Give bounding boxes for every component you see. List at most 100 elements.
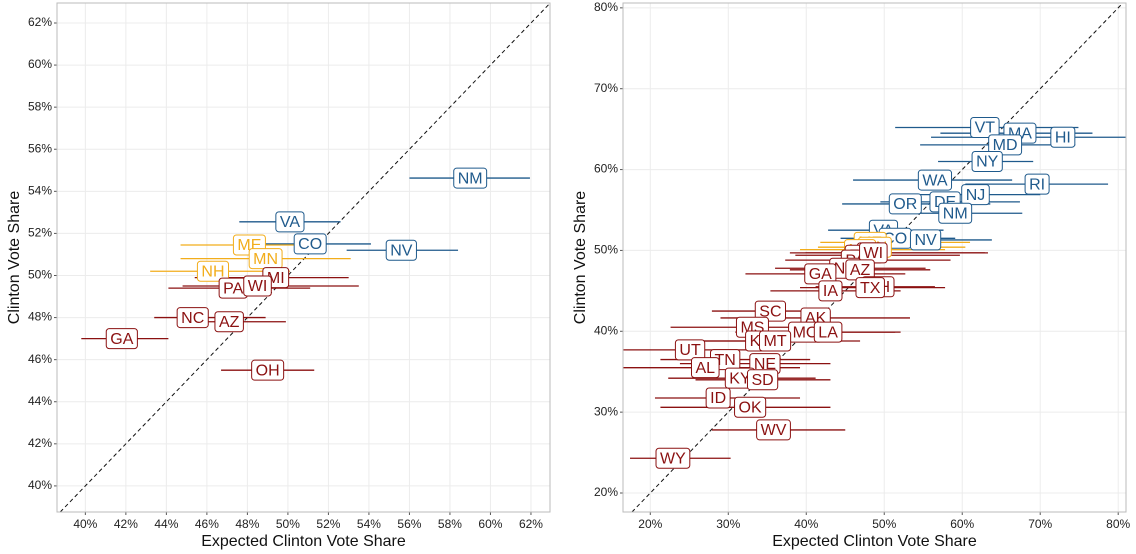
point-label: SD — [746, 369, 779, 391]
point-box — [275, 211, 305, 233]
plot-area: HIVTMAMDNYWARINJDEORNMVACONVMEMNNHMIFLPA… — [623, 3, 1126, 512]
point-label: GA — [804, 263, 837, 285]
state-label: SC — [759, 303, 781, 320]
point-label: VT — [970, 117, 1000, 139]
point-label: MT — [759, 330, 792, 352]
state-label: ID — [710, 390, 726, 407]
y-tick-label: 48% — [28, 310, 52, 324]
point-box — [970, 117, 1000, 139]
state-label: RI — [1029, 176, 1045, 193]
state-label: KY — [729, 370, 751, 387]
state-label: WA — [922, 172, 948, 189]
state-label: MT — [764, 333, 787, 350]
state-label: NV — [390, 242, 413, 259]
plot-background — [57, 3, 550, 512]
state-label: IA — [823, 283, 838, 300]
point-box — [938, 202, 973, 224]
point-box — [888, 193, 922, 215]
point-box — [453, 167, 488, 189]
plot-border — [56, 2, 551, 513]
point-label: WI — [243, 275, 272, 297]
point-label: ID — [705, 387, 731, 409]
point-box — [251, 359, 285, 381]
x-tick-label: 60% — [478, 517, 502, 531]
state-label: OR — [893, 196, 917, 213]
point-label: IA — [818, 280, 843, 302]
state-label: GA — [110, 331, 133, 348]
state-label: TN — [714, 352, 735, 369]
state-label: TX — [860, 280, 881, 297]
point-label: NC — [176, 307, 209, 329]
point-label: NH — [196, 260, 230, 282]
point-box — [655, 447, 691, 469]
x-tick-label: 48% — [235, 517, 259, 531]
plot-border — [622, 2, 1127, 513]
point-label: NV — [385, 239, 417, 261]
state-label: OK — [739, 400, 762, 417]
state-label: AL — [695, 360, 715, 377]
state-label: MD — [993, 137, 1018, 154]
point-box — [818, 280, 843, 302]
y-tick-label: 56% — [28, 141, 52, 155]
panel: 20% 30% 40% 50% 60% 70% 80% 20% 30% 40% 50% 60% 70% 8… — [572, 0, 1130, 550]
point-box — [243, 275, 272, 297]
y-tick-label: 44% — [28, 394, 52, 408]
point-label: HI — [1050, 126, 1076, 148]
point-box — [176, 307, 209, 329]
state-label: AZ — [219, 314, 240, 331]
y-axis-title: Clinton Vote Share — [572, 191, 589, 325]
state-label: WY — [660, 450, 686, 467]
y-tick-label: 40% — [594, 323, 618, 337]
point-box — [961, 184, 990, 206]
state-label: UT — [679, 342, 701, 359]
x-axis-title: Expected Clinton Vote Share — [201, 533, 406, 550]
point-box — [1050, 126, 1076, 148]
point-box — [293, 233, 327, 255]
x-tick-label: 20% — [638, 517, 662, 531]
state-label: NE — [754, 356, 776, 373]
y-tick-label: 80% — [594, 0, 618, 14]
point-box — [855, 277, 885, 299]
point-label: LA — [813, 321, 843, 343]
state-label: OH — [256, 362, 280, 379]
diagonal-line — [59, 3, 550, 512]
state-label: WI — [248, 278, 268, 295]
x-axis-title: Expected Clinton Vote Share — [772, 533, 977, 550]
state-label: VA — [280, 214, 300, 231]
x-tick-label: 54% — [357, 517, 381, 531]
state-label: NY — [976, 154, 999, 171]
y-tick-label: 62% — [28, 15, 52, 29]
point-box — [105, 328, 138, 350]
point-label: OH — [251, 359, 285, 381]
point-box — [971, 150, 1003, 172]
x-tick-label: 52% — [316, 517, 340, 531]
y-tick-label: 30% — [594, 404, 618, 418]
state-label: GA — [809, 266, 832, 283]
point-label: NY — [971, 150, 1003, 172]
point-label: NJ — [961, 184, 990, 206]
x-tick-label: 40% — [73, 517, 97, 531]
state-label: AZ — [850, 262, 871, 279]
state-label: NJ — [966, 187, 986, 204]
point-label: AZ — [214, 311, 244, 333]
x-tick-label: 44% — [154, 517, 178, 531]
x-tick-label: 50% — [276, 517, 300, 531]
state-label: NH — [201, 264, 224, 281]
point-label: TX — [855, 277, 885, 299]
x-tick-label: 56% — [397, 517, 421, 531]
point-box — [759, 330, 792, 352]
point-box — [813, 321, 843, 343]
x-tick-label: 60% — [950, 517, 974, 531]
state-label: SD — [751, 372, 773, 389]
state-label: HI — [1055, 129, 1071, 146]
point-label: PA — [218, 277, 248, 299]
x-tick-label: 40% — [794, 517, 818, 531]
point-box — [754, 300, 787, 322]
y-tick-label: 52% — [28, 226, 52, 240]
point-label: MN — [248, 248, 283, 270]
point-box — [196, 260, 230, 282]
y-axis-title: Clinton Vote Share — [6, 191, 23, 325]
point-label: GA — [105, 328, 138, 350]
point-box — [385, 239, 417, 261]
